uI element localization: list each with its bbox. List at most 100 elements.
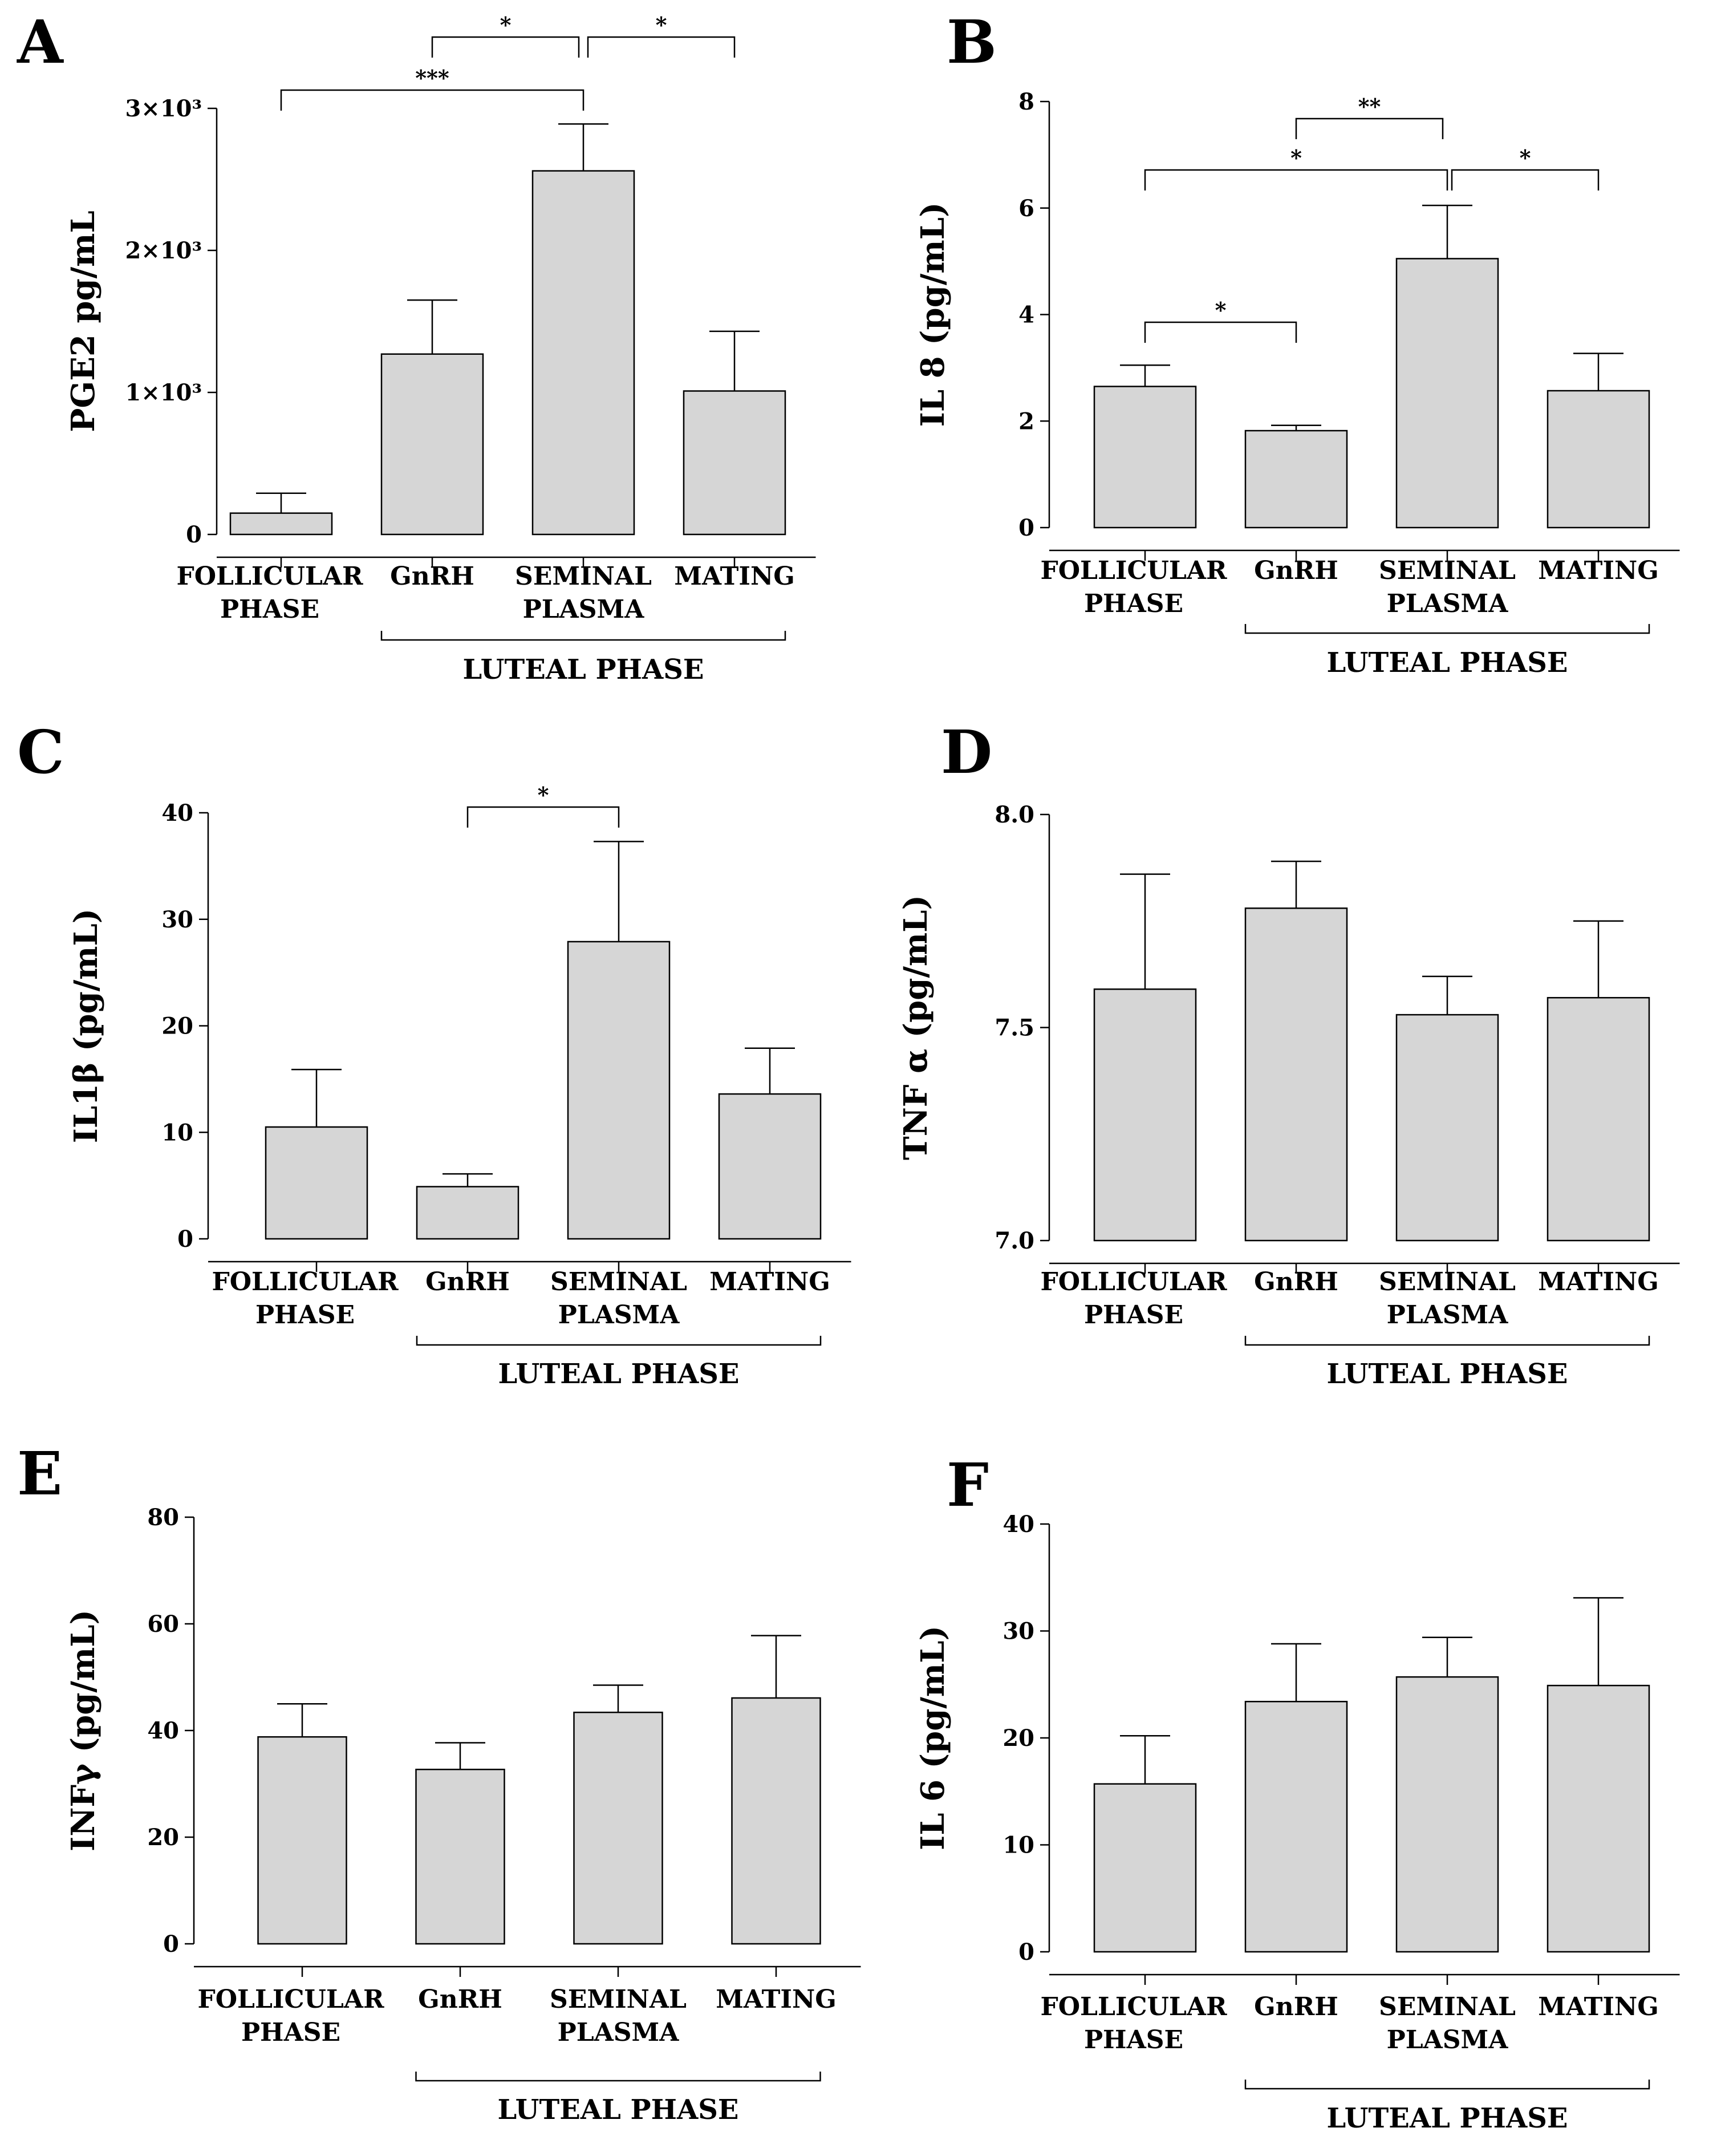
panel-d: D 7.0 7.5 8.0 TNF α (pg/mL) FOLLICULAR PHASE Gn… — [897, 717, 1680, 1390]
significance-label: ** — [1358, 94, 1381, 119]
category-label: MATING — [709, 1267, 830, 1296]
y-tick-label: 80 — [147, 1504, 179, 1531]
group-bracket — [415, 2072, 821, 2082]
y-tick-label: 8.0 — [995, 801, 1034, 828]
significance-label: * — [1520, 145, 1531, 171]
category-label: FOLLICULAR — [212, 1267, 398, 1296]
category-label: MATING — [716, 1985, 837, 2014]
group-label: LUTEAL PHASE — [463, 654, 704, 686]
category-label: SEMINAL — [1379, 1267, 1516, 1296]
category-label: FOLLICULAR — [1040, 1992, 1227, 2021]
y-tick-label: 6 — [1018, 195, 1034, 222]
significance-label: *** — [415, 65, 449, 91]
group-bracket — [1244, 624, 1650, 634]
panel-a: A 0 1×10³ 2×10³ 3×10³ PGE2 pg/mL FOLLICULAR PHA… — [17, 7, 816, 686]
category-label: GnRH — [1254, 556, 1338, 585]
y-tick-label: 0 — [177, 1226, 193, 1253]
y-axis-label: IL 8 (pg/mL) — [914, 202, 952, 427]
significance-bracket — [1295, 117, 1444, 139]
category-label: MATING — [1538, 1992, 1659, 2021]
y-tick-label: 0 — [163, 1931, 179, 1958]
bar — [265, 1126, 368, 1240]
y-tick-label: 8 — [1018, 88, 1034, 115]
category-label: FOLLICULAR — [176, 562, 363, 591]
significance-bracket — [1451, 169, 1600, 191]
y-tick-label: 2 — [1018, 408, 1034, 435]
bar — [1244, 1701, 1348, 1953]
significance-label: * — [1215, 297, 1227, 323]
y-tick-label: 40 — [161, 800, 193, 826]
bar — [1395, 1014, 1499, 1242]
panel-f: F 0 10 20 30 40 IL 6 (pg/mL) FOLLICULAR PHASE GnR… — [914, 1450, 1680, 2134]
y-axis-label: IL1β (pg/mL) — [67, 909, 105, 1144]
category-label: PHASE — [220, 595, 319, 624]
category-label: PHASE — [255, 1300, 355, 1330]
y-tick-label: 20 — [1002, 1725, 1034, 1752]
y-tick-label: 30 — [161, 906, 193, 933]
bar — [567, 941, 671, 1240]
bar — [1244, 907, 1348, 1242]
y-tick-label: 4 — [1018, 302, 1034, 329]
y-tick-label: 10 — [1002, 1832, 1034, 1859]
bar — [731, 1697, 821, 1945]
category-label: PLASMA — [558, 1300, 680, 1330]
bar — [531, 170, 635, 536]
category-label: PHASE — [241, 2018, 340, 2047]
category-label: PLASMA — [1387, 2025, 1509, 2054]
group-bracket — [380, 631, 786, 641]
bar — [416, 1186, 519, 1240]
bar — [573, 1711, 663, 1945]
category-label: PLASMA — [1387, 1300, 1509, 1330]
bar — [1244, 429, 1348, 529]
category-label: FOLLICULAR — [197, 1985, 384, 2014]
y-axis-label: IL 6 (pg/mL) — [914, 1626, 952, 1850]
significance-label: * — [538, 782, 549, 808]
category-label: SEMINAL — [550, 1985, 687, 2014]
group-label: LUTEAL PHASE — [1327, 647, 1568, 679]
panel-letter: C — [17, 717, 64, 787]
group-bracket — [416, 1336, 822, 1346]
bar — [415, 1769, 505, 1945]
panel-e: E 0 20 40 60 80 INFγ (pg/mL) FOLLICULAR PHASE GnR… — [17, 1438, 861, 2126]
bar — [1547, 1684, 1650, 1953]
bar — [1395, 258, 1499, 529]
y-tick-label: 2×10³ — [125, 237, 202, 264]
bar — [1547, 996, 1650, 1242]
panel-letter: E — [17, 1438, 62, 1509]
category-label: GnRH — [1254, 1267, 1338, 1296]
category-label: GnRH — [1254, 1992, 1338, 2021]
category-label: GnRH — [425, 1267, 510, 1296]
y-tick-label: 10 — [161, 1119, 193, 1146]
y-tick-label: 1×10³ — [125, 379, 202, 406]
category-label: FOLLICULAR — [1040, 1267, 1227, 1296]
y-axis-label: INFγ (pg/mL) — [64, 1610, 102, 1851]
panel-letter: A — [17, 7, 64, 77]
y-tick-label: 7.5 — [995, 1015, 1034, 1041]
panel-letter: D — [941, 717, 992, 787]
y-tick-label: 40 — [1002, 1511, 1034, 1538]
bar — [1547, 390, 1650, 529]
significance-label: * — [500, 12, 512, 38]
category-label: SEMINAL — [515, 562, 652, 591]
bar — [683, 390, 786, 536]
bar — [718, 1093, 822, 1240]
y-tick-label: 0 — [186, 521, 202, 548]
category-label: SEMINAL — [1379, 1992, 1516, 2021]
category-label: PLASMA — [523, 595, 645, 624]
panel-letter: B — [947, 7, 997, 77]
y-tick-label: 0 — [1018, 514, 1034, 541]
significance-bracket — [1144, 169, 1448, 191]
category-label: GnRH — [390, 562, 474, 591]
group-label: LUTEAL PHASE — [498, 2094, 739, 2126]
y-tick-label: 0 — [1018, 1939, 1034, 1965]
category-label: SEMINAL — [550, 1267, 687, 1296]
category-label: FOLLICULAR — [1040, 556, 1227, 585]
y-axis-label: PGE2 pg/mL — [64, 210, 102, 432]
bar — [380, 353, 484, 536]
category-label: MATING — [674, 562, 795, 591]
category-label: PHASE — [1084, 1300, 1183, 1330]
category-label: PHASE — [1084, 589, 1183, 618]
bar — [257, 1736, 347, 1945]
group-bracket — [1244, 2080, 1650, 2090]
